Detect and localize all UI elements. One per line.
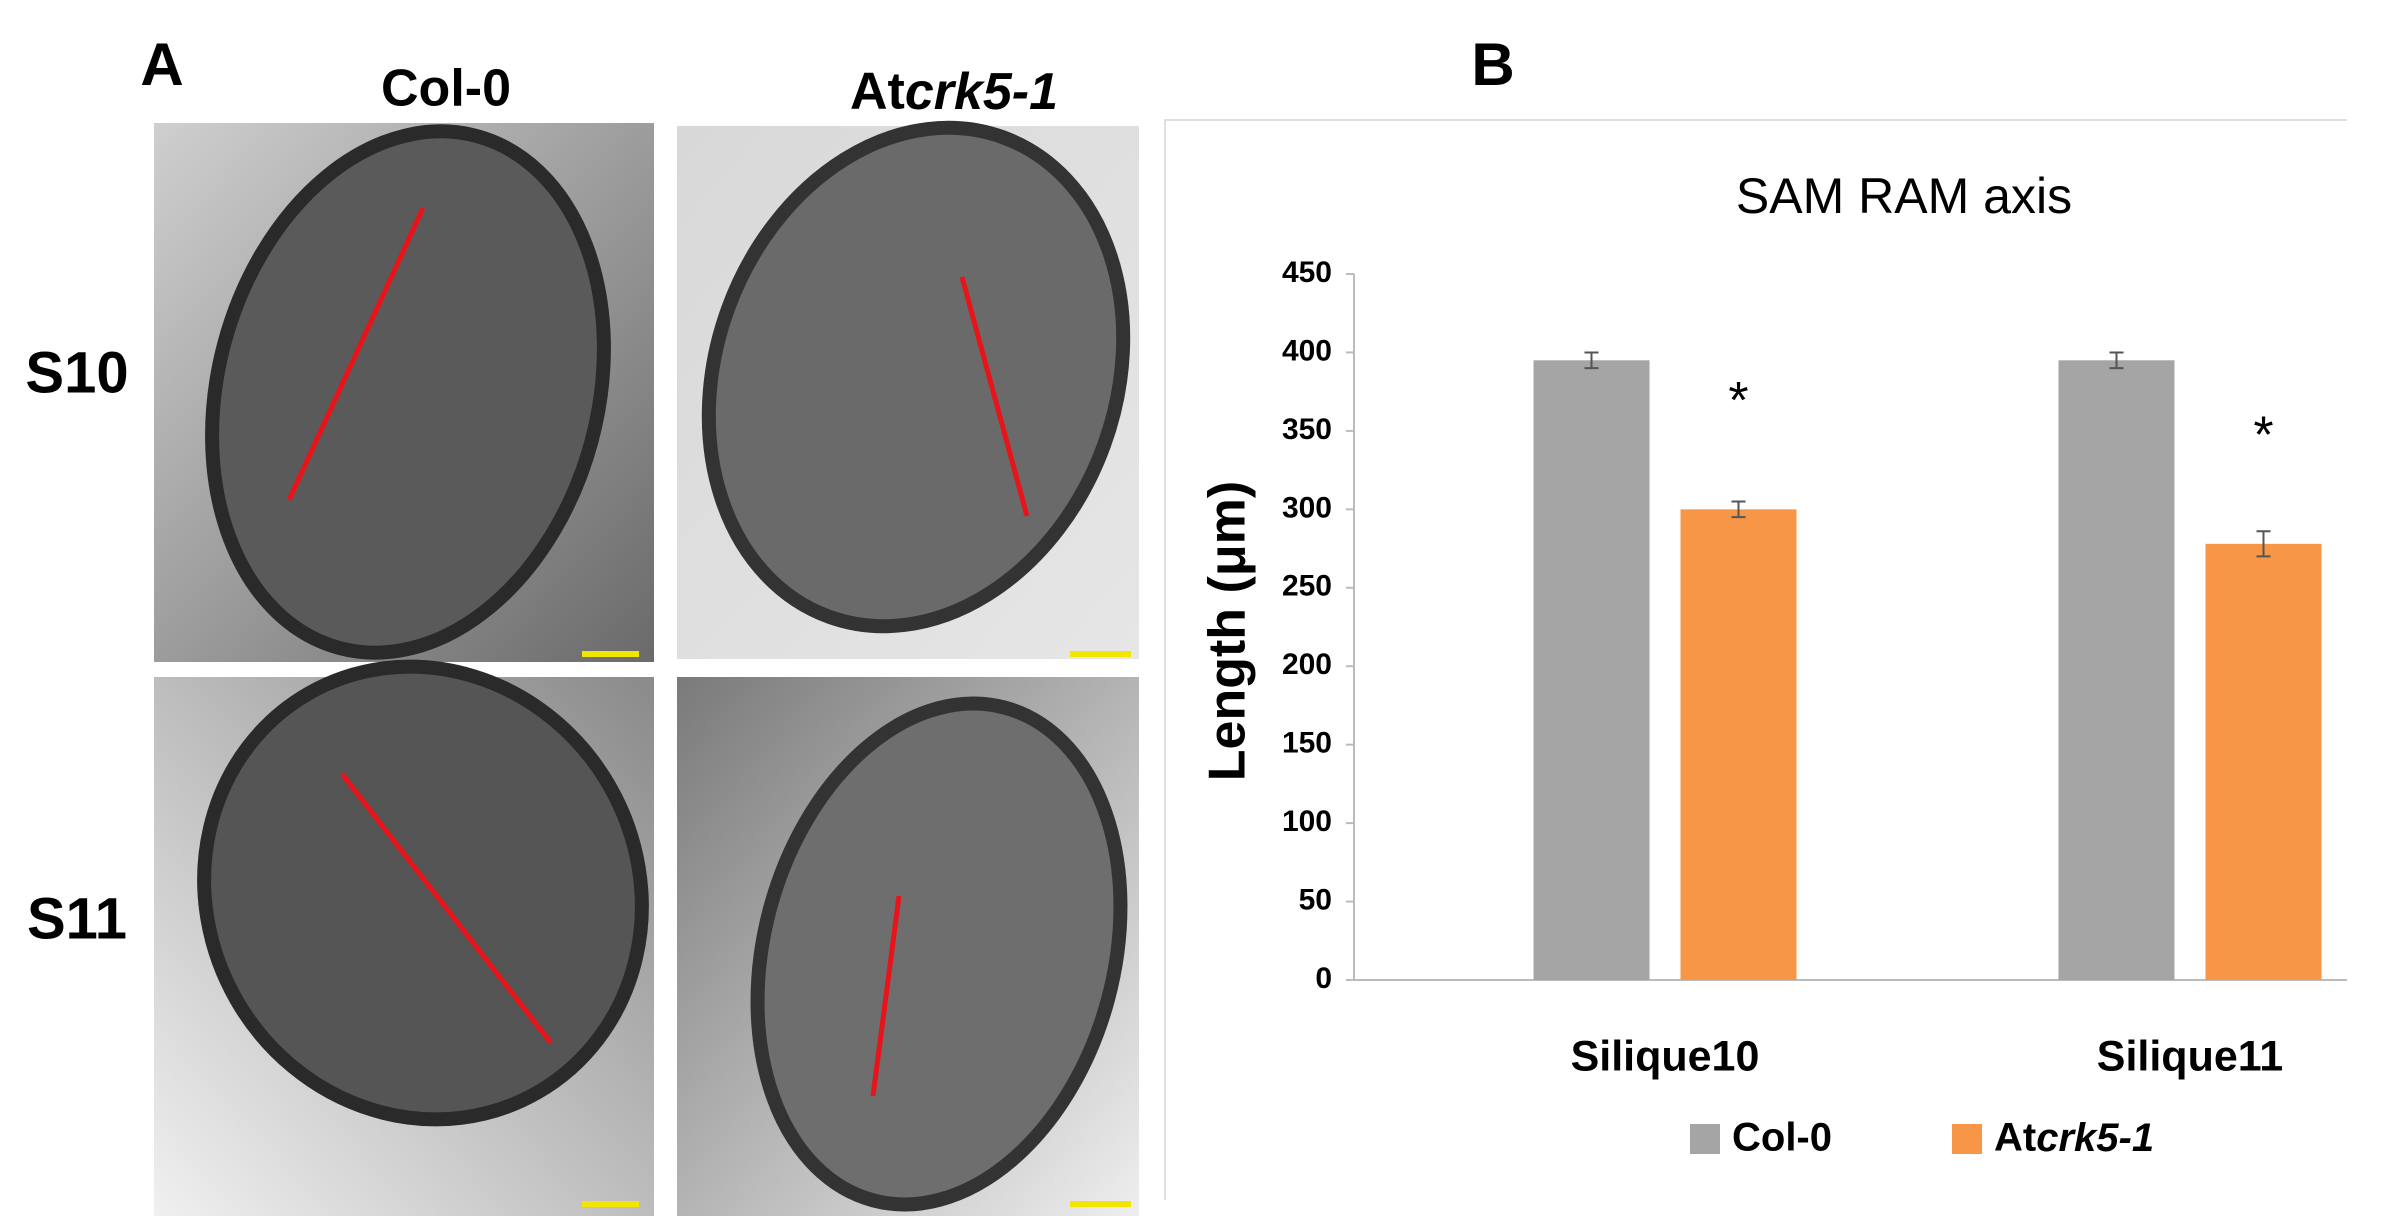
y-tick-label: 0: [1315, 962, 1332, 995]
row-label: S10: [25, 340, 128, 405]
y-tick-label: 250: [1282, 570, 1332, 603]
bar: [2058, 360, 2175, 980]
column-label: Atcrk5-1: [850, 63, 1058, 121]
panel-label: B: [1471, 31, 1514, 98]
measure-line: [959, 276, 1030, 517]
seed: [750, 696, 1128, 1212]
y-axis-label: Length (μm): [1199, 481, 1257, 781]
axis-lines: [286, 206, 1030, 1097]
y-tick-label: 350: [1282, 413, 1332, 446]
bar: [2205, 543, 2322, 980]
x-tick-label: Silique10: [1571, 1032, 1760, 1080]
scale-bars: [582, 651, 1131, 1207]
y-tick-label: 450: [1282, 256, 1332, 289]
micrographs: [154, 120, 1139, 1216]
measure-line: [870, 895, 902, 1097]
measure-line: [340, 772, 553, 1045]
seed: [197, 659, 649, 1127]
column-label: Col-0: [381, 60, 511, 118]
y-tick-label: 50: [1299, 883, 1332, 916]
legend-label: Atcrk5-1: [1994, 1116, 2154, 1160]
error-bar: [1731, 500, 1746, 519]
error-bar: [1584, 351, 1599, 370]
annotation: *: [2253, 407, 2273, 465]
chart-title: SAM RAM axis: [1736, 168, 2072, 224]
seed: [205, 124, 611, 660]
y-tick-label: 400: [1282, 334, 1332, 367]
error-bar: [2109, 351, 2124, 370]
y-tick-label: 150: [1282, 727, 1332, 760]
x-tick-label: Silique11: [2097, 1032, 2283, 1080]
bar: [1533, 360, 1650, 980]
annotation: *: [1728, 372, 1748, 430]
panel-label: A: [140, 31, 183, 98]
legend-swatch: [1690, 1124, 1720, 1154]
y-tick-label: 100: [1282, 805, 1332, 838]
y-tick-label: 200: [1282, 648, 1332, 681]
row-label: S11: [27, 886, 127, 951]
legend-label: Col-0: [1732, 1116, 1832, 1160]
y-tick-label: 300: [1282, 491, 1332, 524]
legend-swatch: [1952, 1124, 1982, 1154]
seed: [701, 120, 1131, 634]
error-bar: [2256, 530, 2271, 558]
measure-line: [286, 206, 426, 502]
bar: [1680, 509, 1797, 980]
chart-frame: [1164, 119, 2347, 1200]
